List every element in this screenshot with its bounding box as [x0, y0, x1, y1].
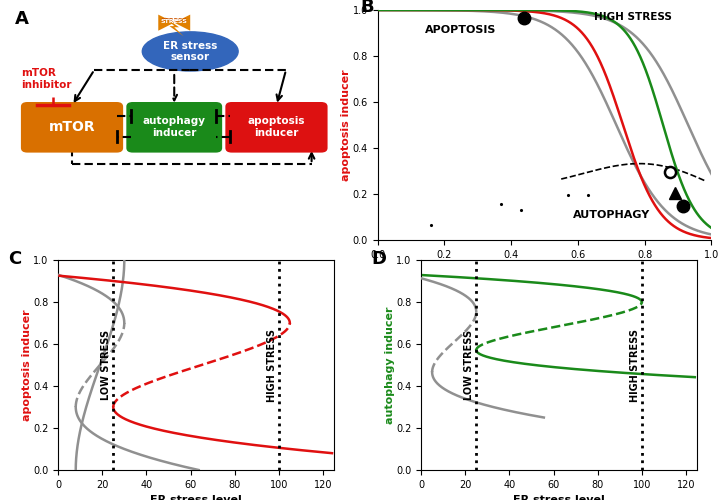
Text: HIGH STRESS: HIGH STRESS: [266, 328, 277, 402]
Text: autophagy
inducer: autophagy inducer: [143, 116, 205, 138]
Ellipse shape: [142, 32, 238, 71]
Text: A: A: [15, 10, 28, 28]
Text: B: B: [361, 0, 375, 16]
Text: ER stress
sensor: ER stress sensor: [163, 40, 217, 62]
Text: LOW STRESS: LOW STRESS: [101, 330, 111, 400]
FancyBboxPatch shape: [21, 102, 123, 152]
Text: apoptosis
inducer: apoptosis inducer: [248, 116, 305, 138]
Text: LOW STRESS: LOW STRESS: [464, 330, 474, 400]
Text: AUTOPHAGY: AUTOPHAGY: [573, 210, 650, 220]
Polygon shape: [165, 17, 184, 36]
Text: mTOR: mTOR: [49, 120, 95, 134]
X-axis label: ER stress level: ER stress level: [150, 496, 242, 500]
Polygon shape: [158, 14, 190, 30]
Text: STRESS: STRESS: [160, 18, 188, 23]
X-axis label: ER stress level: ER stress level: [513, 496, 605, 500]
Y-axis label: apoptosis inducer: apoptosis inducer: [22, 309, 32, 421]
Text: APOPTOSIS: APOPTOSIS: [425, 25, 497, 35]
FancyBboxPatch shape: [225, 102, 327, 152]
Text: HIGH STRESS: HIGH STRESS: [629, 328, 640, 402]
Text: HIGH STRESS: HIGH STRESS: [594, 12, 672, 22]
Text: mTOR
inhibitor: mTOR inhibitor: [21, 68, 71, 90]
Text: C: C: [9, 250, 22, 268]
Text: STRESS: STRESS: [160, 19, 188, 24]
Y-axis label: apoptosis inducer: apoptosis inducer: [341, 69, 351, 181]
Text: D: D: [372, 250, 386, 268]
X-axis label: autophagy inducer: autophagy inducer: [486, 266, 603, 276]
Y-axis label: autophagy inducer: autophagy inducer: [385, 306, 395, 424]
FancyBboxPatch shape: [126, 102, 222, 152]
